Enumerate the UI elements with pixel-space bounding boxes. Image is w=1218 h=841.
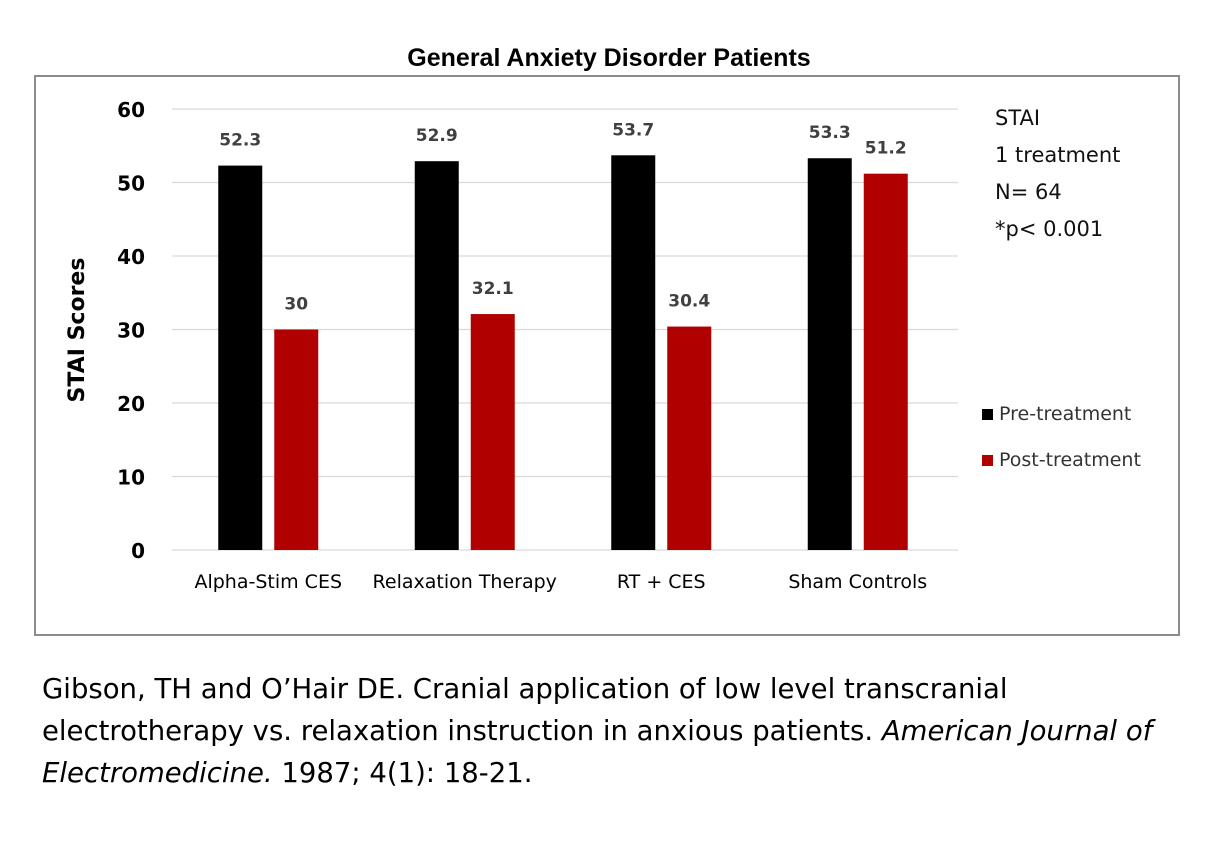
y-tick-label: 10 — [117, 466, 145, 490]
y-axis-label: STAI Scores — [65, 258, 90, 403]
bar-value-label: 30 — [284, 295, 308, 315]
y-tick-label: 0 — [131, 539, 145, 563]
bar-value-label: 53.7 — [612, 120, 654, 140]
y-axis-ticks: 0 10 20 30 40 50 60 — [117, 98, 145, 563]
citation-details: 1987; 4(1): 18-21. — [272, 757, 533, 789]
note-measure: STAI — [995, 106, 1041, 130]
x-tick-label: Sham Controls — [788, 571, 927, 593]
legend-swatch-post — [982, 454, 993, 466]
chart-frame — [34, 75, 1180, 636]
legend-swatch-pre — [982, 408, 993, 420]
citation-journal: American Journal of Electromedicine. — [42, 715, 1153, 789]
legend-label-pre: Pre-treatment — [999, 403, 1132, 425]
bar-post — [863, 173, 908, 550]
bar-value-label: 51.2 — [865, 139, 907, 159]
chart-title: General Anxiety Disorder Patients — [0, 44, 1218, 73]
x-tick-label: RT + CES — [617, 571, 706, 593]
legend-item-pre: Pre-treatment — [982, 403, 1131, 425]
bar-post — [470, 314, 515, 550]
y-tick-label: 20 — [117, 392, 145, 416]
note-treatment: 1 treatment — [995, 143, 1121, 167]
bar-pre — [807, 158, 852, 550]
bar-value-label: 53.3 — [809, 123, 851, 143]
y-tick-label: 60 — [117, 98, 145, 122]
bar-post — [667, 326, 712, 550]
x-tick-label: Relaxation Therapy — [373, 571, 557, 593]
chart-notes: STAI 1 treatment N= 64 *p< 0.001 — [995, 100, 1120, 248]
bar-post — [274, 329, 319, 550]
note-p-value: *p< 0.001 — [995, 217, 1104, 241]
y-tick-label: 50 — [117, 172, 145, 196]
bar-value-label: 52.9 — [416, 126, 458, 146]
bar-value-label: 52.3 — [219, 131, 261, 151]
y-tick-label: 40 — [117, 245, 145, 269]
x-tick-label: Alpha-Stim CES — [194, 571, 342, 593]
bars — [218, 155, 908, 550]
legend-item-post: Post-treatment — [982, 449, 1141, 471]
y-tick-label: 30 — [117, 319, 145, 343]
note-sample-size: N= 64 — [995, 180, 1062, 204]
legend-label-post: Post-treatment — [999, 449, 1141, 471]
x-axis-labels: Alpha-Stim CES Relaxation Therapy RT + CES… — [194, 571, 927, 593]
bar-value-label: 30.4 — [668, 292, 710, 312]
citation-authors-title: Gibson, TH and O’Hair DE. Cranial applic… — [42, 673, 1008, 747]
citation: Gibson, TH and O’Hair DE. Cranial applic… — [42, 668, 1192, 794]
bar-pre — [414, 161, 459, 550]
bar-pre — [611, 155, 656, 550]
bar-value-labels: 52.3 30 52.9 32.1 53.7 30.4 53.3 51.2 — [219, 120, 906, 314]
bar-value-label: 32.1 — [472, 279, 514, 299]
bar-pre — [218, 165, 263, 550]
